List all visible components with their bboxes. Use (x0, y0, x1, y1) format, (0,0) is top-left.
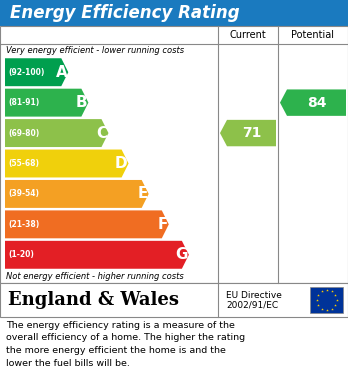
Polygon shape (5, 89, 88, 117)
Polygon shape (5, 149, 128, 178)
Text: (21-38): (21-38) (8, 220, 39, 229)
Polygon shape (5, 241, 189, 269)
Bar (310, 287, 343, 313)
Text: (55-68): (55-68) (8, 159, 39, 168)
Text: E: E (137, 187, 148, 201)
Text: Very energy efficient - lower running costs: Very energy efficient - lower running co… (6, 46, 184, 55)
Text: EU Directive: EU Directive (226, 291, 282, 300)
Polygon shape (220, 120, 276, 146)
Bar (0, 0, 348, 26)
Text: (92-100): (92-100) (8, 68, 45, 77)
Text: Energy Efficiency Rating: Energy Efficiency Rating (10, 4, 240, 22)
Text: (69-80): (69-80) (8, 129, 39, 138)
Polygon shape (5, 119, 109, 147)
Text: Potential: Potential (292, 30, 334, 40)
Text: A: A (56, 65, 67, 80)
Text: B: B (76, 95, 87, 110)
Bar (0, 283, 348, 317)
Text: Not energy efficient - higher running costs: Not energy efficient - higher running co… (6, 272, 184, 281)
Text: C: C (96, 126, 108, 141)
Text: (39-54): (39-54) (8, 189, 39, 198)
Text: 71: 71 (242, 126, 261, 140)
Text: The energy efficiency rating is a measure of the
overall efficiency of a home. T: The energy efficiency rating is a measur… (6, 321, 245, 368)
Text: G: G (175, 247, 188, 262)
Polygon shape (5, 180, 149, 208)
Text: 84: 84 (307, 96, 326, 109)
Text: Current: Current (230, 30, 266, 40)
Text: F: F (157, 217, 168, 232)
Text: (1-20): (1-20) (8, 250, 34, 259)
Text: D: D (115, 156, 128, 171)
Polygon shape (280, 90, 346, 116)
Polygon shape (5, 58, 68, 86)
Polygon shape (5, 210, 169, 239)
Text: (81-91): (81-91) (8, 98, 39, 107)
Text: 2002/91/EC: 2002/91/EC (226, 301, 278, 310)
Bar (0, 26, 348, 283)
Text: England & Wales: England & Wales (8, 291, 179, 309)
